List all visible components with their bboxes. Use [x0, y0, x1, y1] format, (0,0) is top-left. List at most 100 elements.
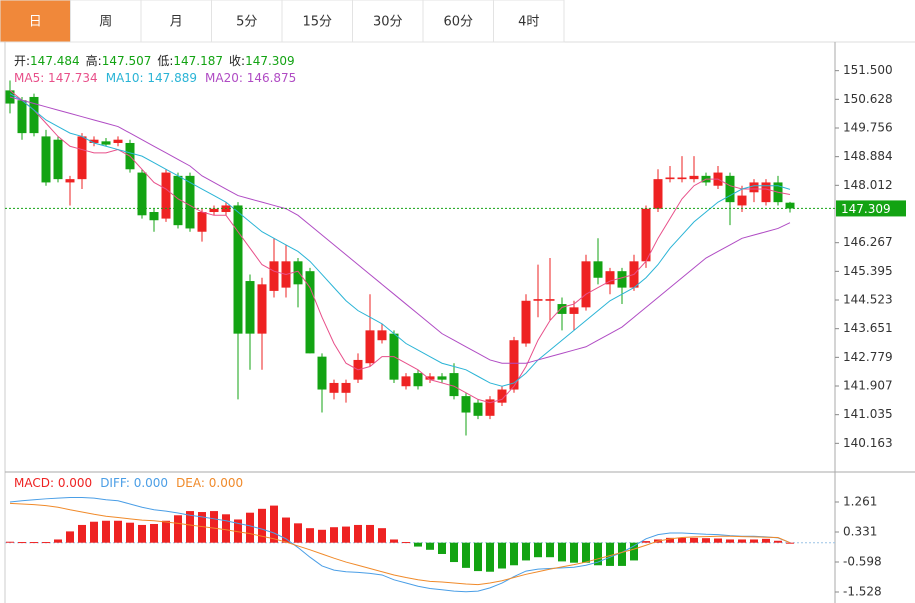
candle-body	[749, 182, 759, 193]
macd-bar	[282, 517, 290, 543]
macd-bar	[18, 542, 26, 544]
ma-legend-item: MA20: 146.875	[205, 71, 297, 85]
y-tick-label: 141.907	[843, 379, 893, 393]
macd-bar	[510, 542, 518, 566]
tab[interactable]	[140, 0, 212, 43]
macd-bar	[702, 538, 710, 543]
candle-body	[605, 271, 615, 285]
macd-bar	[306, 528, 314, 543]
candle-body	[437, 376, 447, 380]
macd-bar	[678, 537, 686, 543]
readout-value: 147.309	[245, 54, 295, 68]
candle-body	[545, 299, 555, 301]
macd-bar	[318, 529, 326, 543]
candle-body	[485, 399, 495, 416]
candle-body	[185, 175, 195, 229]
candle-body	[737, 195, 747, 206]
last-price-label: 147.309	[841, 202, 891, 216]
y-tick-label: 143.651	[843, 321, 893, 335]
y2-tick-label: -0.598	[843, 554, 882, 568]
macd-bar	[498, 542, 506, 569]
readout-label: 高:	[85, 54, 102, 68]
y-tick-label: 142.779	[843, 350, 893, 364]
macd-bar	[258, 508, 266, 543]
candle-body	[245, 281, 255, 334]
y-tick-label: 145.395	[843, 264, 893, 278]
macd-bar	[594, 542, 602, 566]
readout-item: 开:147.484	[14, 54, 80, 68]
readout-label: 低:	[157, 54, 174, 68]
macd-bar	[414, 542, 422, 547]
readout-label: 收:	[229, 54, 246, 68]
tab-label[interactable]: 15分	[302, 15, 332, 30]
candle-body	[17, 100, 27, 134]
macd-bar	[42, 542, 50, 544]
macd-bar	[234, 519, 242, 543]
macd-bar	[6, 541, 14, 543]
macd-bar	[246, 512, 254, 543]
macd-bar	[462, 542, 470, 568]
candle-body	[377, 330, 387, 341]
tab-label[interactable]: 周	[99, 15, 112, 30]
candle-body	[65, 179, 75, 183]
tab[interactable]	[422, 0, 494, 43]
macd-bar	[726, 539, 734, 543]
y-tick-label: 148.884	[843, 149, 893, 163]
macd-bar	[738, 539, 746, 543]
readout-item: 高:147.507	[86, 54, 152, 68]
tab-label[interactable]: 月	[170, 15, 183, 30]
tab-label[interactable]: 60分	[443, 15, 473, 30]
y-tick-label: 150.628	[843, 92, 893, 106]
candle-body	[101, 141, 111, 145]
y-tick-label: 144.523	[843, 293, 893, 307]
candle-body	[29, 96, 39, 134]
tab[interactable]	[211, 0, 283, 43]
candle-body	[173, 175, 183, 226]
candle-body	[293, 261, 303, 285]
ma-legend: MA5: 147.734 MA10: 147.889 MA20: 146.875	[14, 71, 304, 85]
readout-item: 低:147.187	[157, 54, 223, 68]
macd-bar	[450, 542, 458, 563]
candle-body	[677, 177, 687, 180]
macd-bar	[474, 542, 482, 572]
macd-bar	[582, 542, 590, 563]
macd-bar	[774, 540, 782, 543]
dea-legend: DEA: 0.000	[176, 476, 244, 490]
tab[interactable]	[70, 0, 142, 43]
macd-bar	[570, 542, 578, 563]
macd-bar	[618, 542, 626, 566]
readout-item: 收:147.309	[229, 54, 295, 68]
tab-label[interactable]: 日	[29, 15, 42, 30]
candle-body	[689, 175, 699, 180]
macd-bar	[210, 511, 218, 543]
macd-bar	[546, 542, 554, 558]
candle-body	[197, 212, 207, 232]
macd-bar	[606, 542, 614, 566]
tab-label[interactable]: 5分	[236, 15, 257, 30]
macd-bar	[630, 542, 638, 561]
candle-body	[665, 177, 675, 180]
macd-bar	[438, 542, 446, 554]
macd-bar	[354, 524, 362, 543]
macd-bar	[534, 542, 542, 558]
readout-value: 147.507	[101, 54, 152, 68]
macd-bar	[762, 538, 770, 543]
readout-value: 147.484	[30, 54, 80, 68]
candle-body	[137, 172, 147, 216]
candle-body	[53, 139, 63, 180]
candle-body	[761, 182, 771, 203]
macd-bar	[174, 515, 182, 543]
candle-body	[653, 179, 663, 209]
macd-bar	[390, 539, 398, 543]
macd-bar	[714, 538, 722, 543]
candle-body	[593, 261, 603, 278]
tab-label[interactable]: 30分	[373, 15, 403, 30]
candle-body	[317, 356, 327, 390]
tab[interactable]	[493, 0, 565, 43]
tab-label[interactable]: 4时	[518, 15, 539, 30]
tab[interactable]	[0, 0, 71, 43]
macd-bar	[666, 537, 674, 543]
macd-bar	[378, 528, 386, 543]
macd-bar	[138, 524, 146, 543]
